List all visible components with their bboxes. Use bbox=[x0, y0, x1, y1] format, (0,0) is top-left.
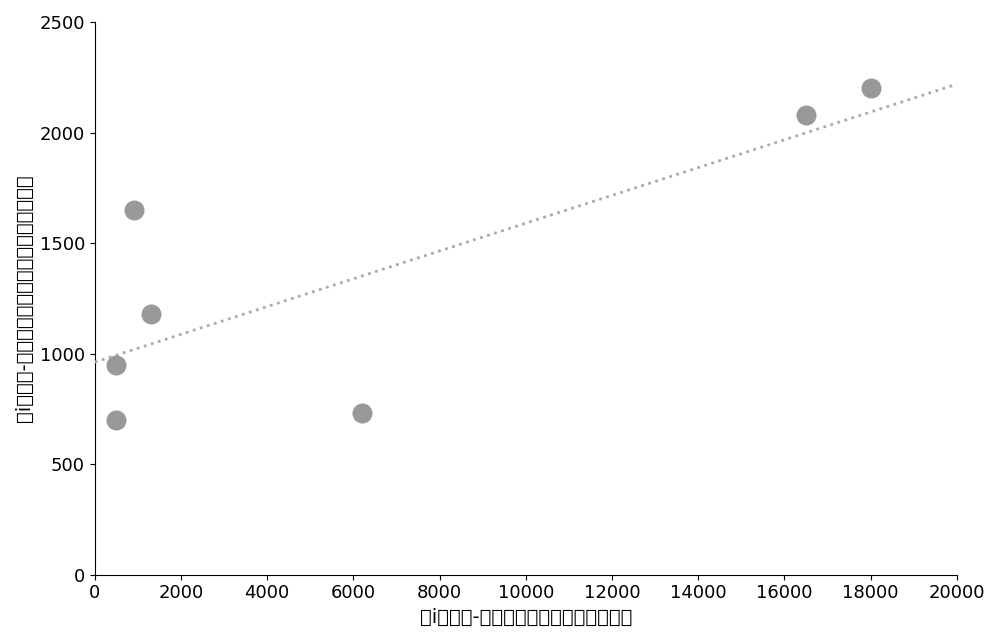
Point bbox=[863, 83, 879, 94]
Point bbox=[108, 360, 124, 370]
Point bbox=[143, 309, 159, 319]
Point bbox=[798, 110, 814, 120]
Point bbox=[126, 205, 142, 215]
Point bbox=[108, 415, 124, 425]
Point bbox=[354, 408, 370, 419]
Y-axis label: 第i个断层-岩性油气藏油气储量计算值（万吨）: 第i个断层-岩性油气藏油气储量计算值（万吨） bbox=[15, 175, 34, 422]
X-axis label: 第i个断层-岩性油气藏油气储量（万吨）: 第i个断层-岩性油气藏油气储量（万吨） bbox=[420, 608, 632, 627]
